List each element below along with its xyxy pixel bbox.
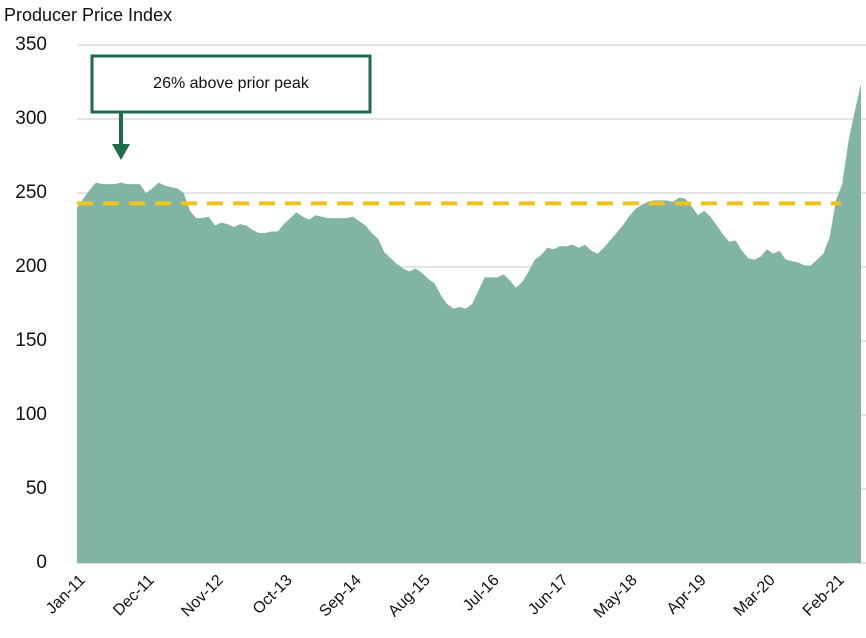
x-tick-label: Dec-11 <box>110 572 158 620</box>
y-tick-label: 300 <box>15 108 47 129</box>
annotation-text: 26% above prior peak <box>153 75 310 92</box>
x-tick-label: May-18 <box>591 572 641 622</box>
y-tick-label: 350 <box>15 34 47 55</box>
x-tick-label: Oct-13 <box>250 572 296 618</box>
x-tick-label: Jul-16 <box>460 572 503 615</box>
x-tick-label: Aug-15 <box>385 572 434 621</box>
y-tick-label: 100 <box>15 404 47 425</box>
y-tick-label: 0 <box>36 552 47 573</box>
annotation-arrow-head <box>112 144 130 160</box>
y-tick-label: 50 <box>26 478 47 499</box>
x-tick-label: Jan-11 <box>43 572 89 618</box>
x-tick-label: Nov-12 <box>178 572 227 621</box>
y-tick-label: 250 <box>15 182 47 203</box>
x-tick-label: Mar-20 <box>731 572 779 620</box>
y-tick-label: 150 <box>15 330 47 351</box>
x-tick-label: Apr-19 <box>664 572 710 618</box>
x-tick-label: Jun-17 <box>525 572 572 619</box>
y-tick-label: 200 <box>15 256 47 277</box>
x-tick-label: Feb-21 <box>800 572 848 620</box>
x-tick-label: Sep-14 <box>316 572 365 621</box>
y-axis-title: Producer Price Index <box>4 5 172 25</box>
area <box>77 83 861 563</box>
annotation-box <box>90 54 372 114</box>
